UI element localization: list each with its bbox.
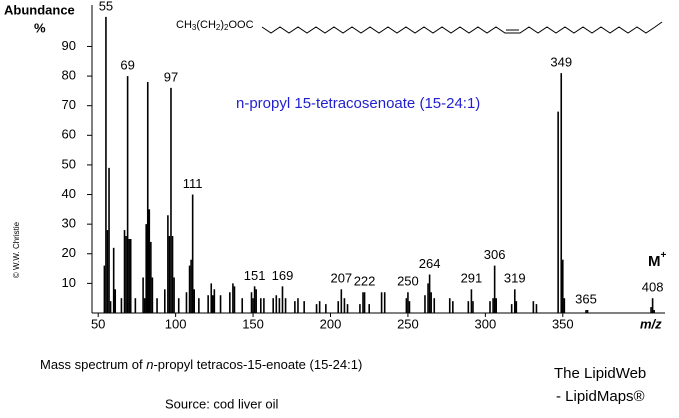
- copyright: © W.W. Christie: [12, 221, 21, 278]
- peak-label: 306: [484, 247, 506, 262]
- formula-sub: 3: [192, 23, 197, 32]
- ion-charge: +: [661, 250, 667, 261]
- y-tick-label: 40: [62, 186, 76, 201]
- y-tick-label: 70: [62, 97, 76, 112]
- peak-label: 69: [120, 58, 134, 73]
- x-axis-label: m/z: [640, 316, 662, 331]
- formula-sub: 2: [216, 23, 221, 32]
- peak-label: 250: [397, 274, 419, 289]
- y-tick-label: 60: [62, 127, 76, 142]
- peak-label: 151: [244, 268, 266, 283]
- formula-part: (CH: [196, 19, 216, 31]
- ion-symbol: M: [648, 253, 661, 270]
- caption-part: -propyl tetracos-15-enoate (15-24:1): [153, 357, 362, 372]
- source: Source: cod liver oil: [165, 396, 279, 411]
- caption-part: Mass spectrum of: [40, 357, 146, 372]
- y-tick-label: 30: [62, 216, 76, 231]
- peak-label: 207: [330, 271, 352, 286]
- x-tick-label: 250: [397, 316, 419, 331]
- y-axis-label: Abundance: [4, 2, 75, 17]
- peak-label: 264: [419, 256, 441, 271]
- caption: Mass spectrum of n-propyl tetracos-15-en…: [40, 357, 362, 372]
- peak-label: 349: [550, 55, 572, 70]
- peak-label: 222: [354, 274, 376, 289]
- peak-label: 319: [504, 271, 526, 286]
- brand-line: The LipidWeb: [554, 365, 646, 382]
- molecular-ion-label: M+: [648, 250, 667, 270]
- caption-italic: n: [146, 357, 153, 372]
- peak-label: 408: [642, 280, 664, 295]
- y-axis-unit: %: [34, 20, 46, 35]
- formula-part: CH: [176, 19, 192, 31]
- chart-title: n-propyl 15-tetracosenoate (15-24:1): [236, 95, 480, 112]
- formula-part: ): [220, 19, 224, 31]
- peak-label: 291: [461, 271, 483, 286]
- brand-line: - LipidMaps®: [556, 388, 645, 405]
- x-tick-label: 350: [552, 316, 574, 331]
- y-tick-label: 80: [62, 68, 76, 83]
- peak-label: 365: [575, 291, 597, 306]
- structure-chain: [261, 21, 663, 34]
- formula-sub: 2: [224, 23, 229, 32]
- y-tick-label: 50: [62, 156, 76, 171]
- x-tick-label: 100: [165, 316, 187, 331]
- x-tick-label: 150: [242, 316, 264, 331]
- peak-label: 111: [183, 176, 203, 191]
- peak-label: 55: [99, 0, 113, 13]
- peak-label: 169: [272, 268, 294, 283]
- x-tick-label: 50: [91, 316, 105, 331]
- y-tick-label: 90: [62, 38, 76, 53]
- x-tick-label: 200: [320, 316, 342, 331]
- peak-label: 97: [164, 69, 178, 84]
- formula: CH3(CH2)2OOC: [176, 19, 254, 32]
- formula-part: OOC: [228, 19, 253, 31]
- x-tick-label: 300: [475, 316, 497, 331]
- y-tick-label: 20: [62, 245, 76, 260]
- y-tick-label: 10: [62, 275, 76, 290]
